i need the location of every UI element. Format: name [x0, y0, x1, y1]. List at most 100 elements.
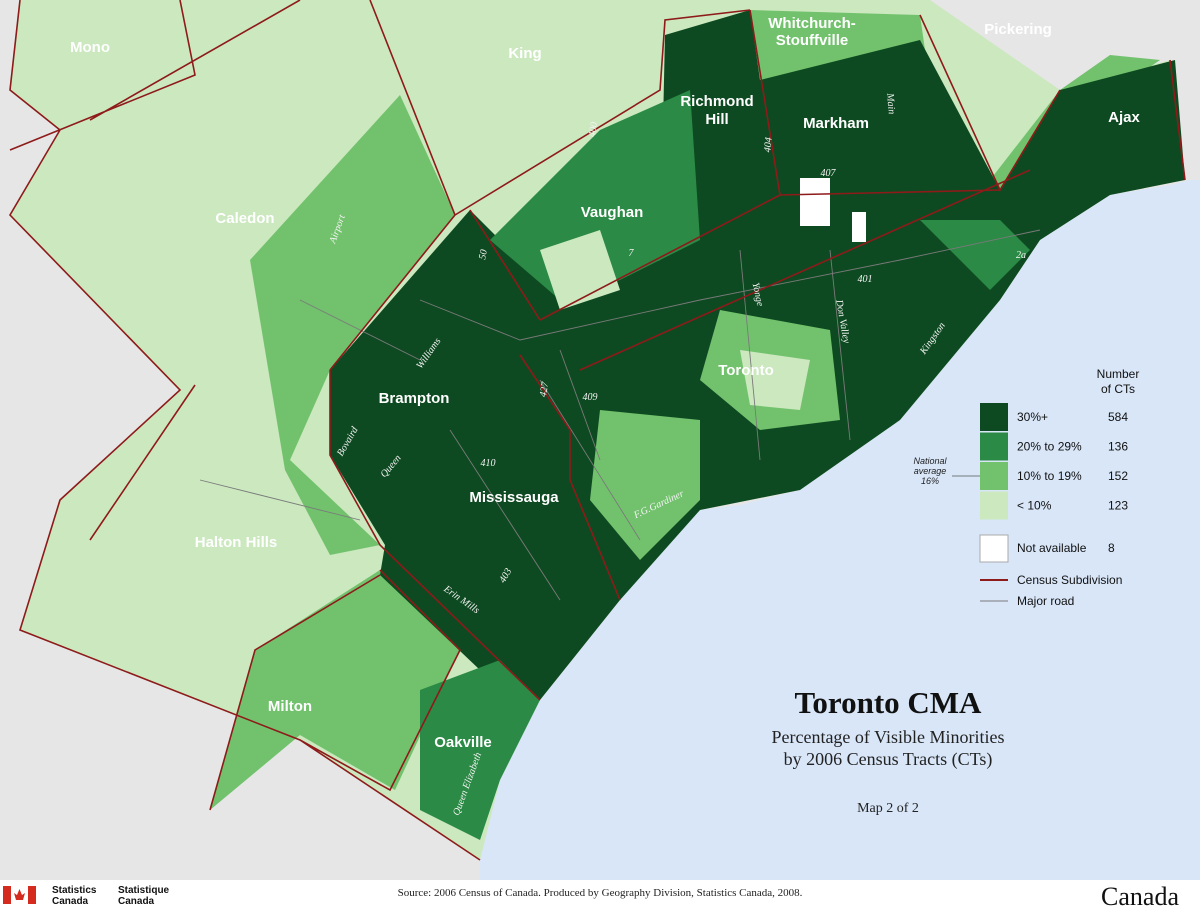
- lake: [480, 180, 1200, 880]
- agency-fr: Statistique Canada: [118, 885, 170, 907]
- place-label: Milton: [268, 698, 312, 715]
- region-mid-low: [750, 10, 925, 80]
- place-line: Oakville: [434, 734, 492, 751]
- note-line: 16%: [921, 476, 939, 486]
- region-mid-low: [590, 410, 700, 560]
- road-label: 400: [587, 121, 600, 138]
- place-line: Toronto: [718, 362, 774, 379]
- legend-header-line: Number: [1097, 367, 1140, 381]
- legend-count: 152: [1108, 469, 1128, 483]
- legend-count: 584: [1108, 410, 1128, 424]
- road: [199, 229, 1041, 601]
- not-available-area: [800, 178, 830, 226]
- place-label: Mississauga: [469, 489, 559, 506]
- region-low: [740, 350, 810, 410]
- not-available-area: [852, 212, 866, 242]
- place-line: Stouffville: [776, 32, 849, 49]
- agency-line: Canada: [52, 896, 89, 907]
- place-line: Mississauga: [469, 489, 559, 506]
- place-label: Markham: [803, 115, 869, 132]
- region-mid-high: [420, 660, 540, 840]
- legend-swatch: [980, 462, 1008, 490]
- legend-count: 136: [1108, 440, 1128, 454]
- subtitle: Percentage of Visible Minorities by 2006 …: [771, 727, 1004, 770]
- legend-label: 20% to 29%: [1017, 440, 1082, 454]
- note-line: National: [913, 456, 947, 466]
- legend-header: Number of CTs: [1097, 367, 1140, 396]
- national-average: National average 16%: [913, 456, 947, 486]
- agency-line: Canada: [118, 896, 155, 907]
- title: Toronto CMA: [795, 685, 982, 720]
- place-label: Ajax: [1108, 109, 1140, 126]
- agency-line: Statistique: [118, 885, 170, 896]
- legend-swatch: [980, 403, 1008, 431]
- maple-leaf: [14, 889, 25, 900]
- place-line: Ajax: [1108, 109, 1140, 126]
- place-label: Halton Hills: [195, 534, 278, 551]
- place-line: Hill: [705, 111, 728, 128]
- legend-swatch: [980, 491, 1008, 520]
- place-line: Pickering: [984, 21, 1052, 38]
- place-line: Mono: [70, 39, 110, 56]
- place-label: King: [508, 45, 541, 62]
- place-line: Caledon: [215, 210, 274, 227]
- region-mid-high: [490, 90, 700, 300]
- place-line: Halton Hills: [195, 534, 278, 551]
- map-number: Map 2 of 2: [857, 801, 919, 816]
- footer: [0, 880, 1200, 913]
- legend-label: Not available: [1017, 541, 1087, 555]
- place-line: Whitchurch-: [768, 15, 856, 32]
- note-line: average: [914, 466, 947, 476]
- road-label: 50: [477, 249, 490, 261]
- road-label: 410: [481, 458, 496, 469]
- place-label: Oakville: [434, 734, 492, 751]
- boundary: [9, 0, 1186, 861]
- place-line: Milton: [268, 698, 312, 715]
- place-label: Caledon: [215, 210, 274, 227]
- place-label: Richmond Hill: [680, 93, 753, 128]
- legend-label: Census Subdivision: [1017, 573, 1122, 587]
- road-label: 407: [821, 168, 837, 179]
- legend-label: Major road: [1017, 594, 1074, 608]
- subtitle-line: Percentage of Visible Minorities: [771, 727, 1004, 747]
- place-label: Vaughan: [581, 204, 644, 221]
- road-label: 427: [538, 380, 552, 398]
- source: Source: 2006 Census of Canada. Produced …: [398, 887, 803, 899]
- place-line: Markham: [803, 115, 869, 132]
- road-label: Main: [884, 92, 897, 115]
- legend-swatch: [979, 534, 1009, 563]
- region-mid-low: [250, 95, 455, 555]
- legend-label: < 10%: [1017, 499, 1052, 513]
- legend-count: 123: [1108, 499, 1128, 513]
- legend-swatch: [980, 432, 1008, 461]
- region-mid-low: [210, 570, 460, 810]
- road-label: 409: [583, 392, 598, 403]
- wordmark: Canada: [1101, 882, 1179, 911]
- place-line: Richmond: [680, 93, 753, 110]
- region-low: [540, 230, 620, 310]
- legend-label: 10% to 19%: [1017, 469, 1082, 483]
- flag-bar: [3, 886, 11, 904]
- road-label: 7: [629, 248, 635, 259]
- place-label: Whitchurch-Stouffville: [768, 15, 856, 49]
- legend-label: 30%+: [1017, 410, 1048, 424]
- road-label: 404: [762, 137, 774, 153]
- legend-header-line: of CTs: [1101, 382, 1135, 396]
- legend: 30%+ 584 20% to 29% 136 10% to 19% 152 < 10% 12…: [980, 403, 1128, 520]
- place-label: Pickering: [984, 21, 1052, 38]
- region-mid-high: [920, 220, 1030, 290]
- agency-en: Statistics Canada: [52, 885, 97, 907]
- place-line: Brampton: [379, 390, 450, 407]
- legend-count: 8: [1108, 541, 1115, 555]
- flag-bar: [28, 886, 36, 904]
- agency-line: Statistics: [52, 885, 97, 896]
- place-line: Vaughan: [581, 204, 644, 221]
- place-label: Mono: [70, 39, 110, 56]
- place-label: Brampton: [379, 390, 450, 407]
- road-label: 401: [858, 274, 873, 285]
- subtitle-line: by 2006 Census Tracts (CTs): [784, 749, 993, 770]
- road-label: 2a: [1016, 250, 1026, 261]
- place-label: Toronto: [718, 362, 774, 379]
- place-line: King: [508, 45, 541, 62]
